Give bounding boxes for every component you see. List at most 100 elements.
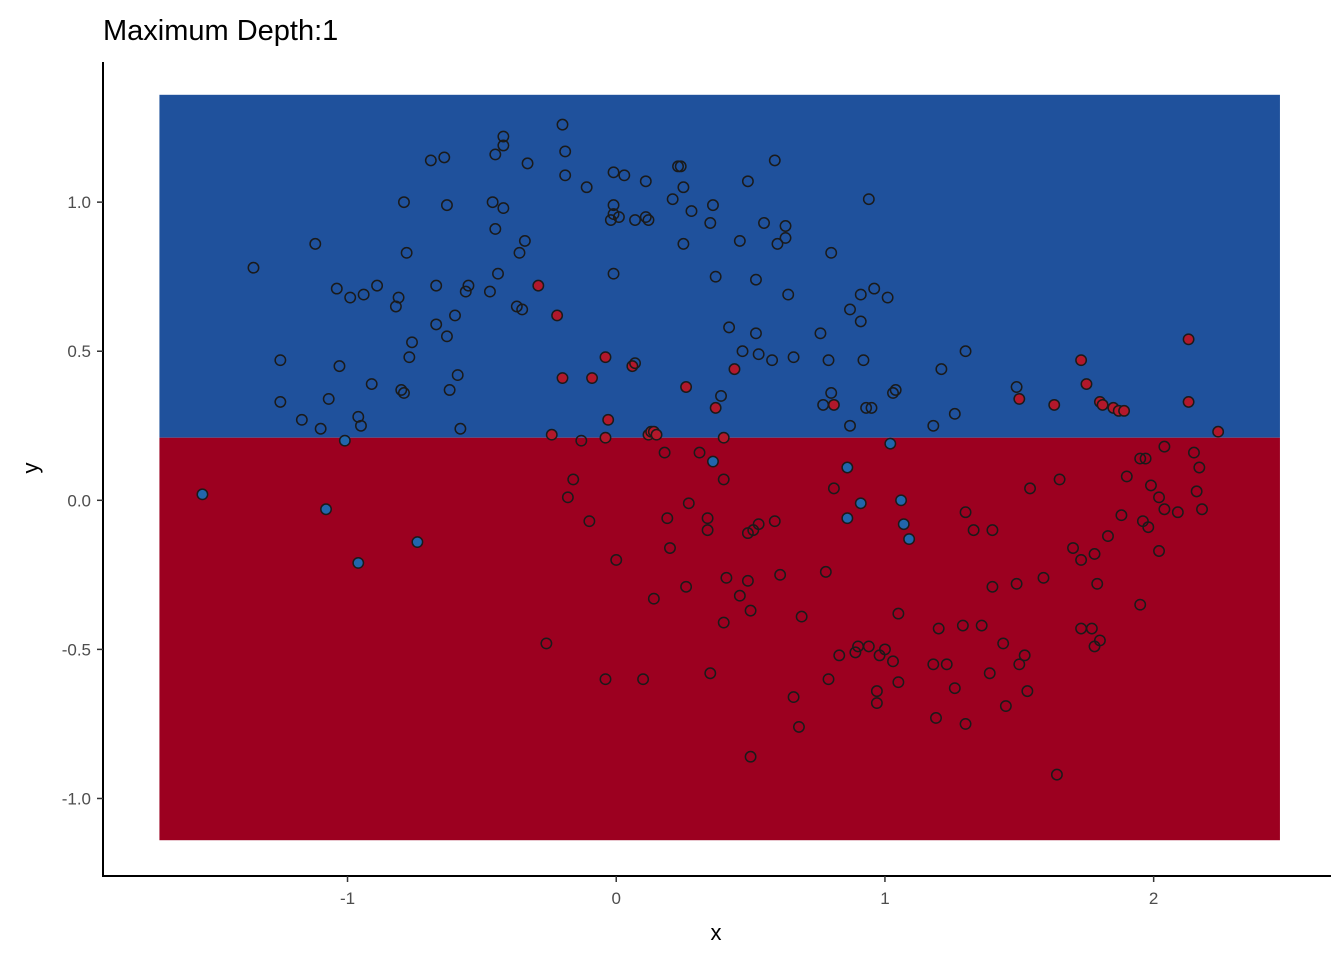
data-point	[956, 619, 969, 632]
axes	[102, 62, 1331, 877]
data-point	[1091, 577, 1104, 590]
data-point	[1153, 491, 1165, 504]
data-point	[398, 387, 410, 399]
data-point	[1021, 685, 1034, 698]
data-point	[647, 592, 660, 605]
data-point	[1018, 649, 1031, 662]
data-point	[551, 309, 564, 322]
data-point	[674, 160, 687, 173]
y-tick-label: 1.0	[67, 193, 91, 212]
data-point	[1182, 395, 1195, 408]
data-point	[400, 246, 413, 259]
data-point	[295, 413, 308, 426]
data-point	[857, 354, 870, 367]
data-point	[744, 604, 757, 617]
data-point	[521, 157, 534, 170]
data-point	[599, 351, 612, 364]
data-point	[333, 360, 346, 373]
data-point	[567, 473, 580, 486]
data-point	[768, 515, 781, 528]
data-point	[892, 676, 905, 689]
y-tick-label: -0.5	[62, 640, 91, 659]
data-point	[892, 607, 905, 620]
data-point	[392, 291, 405, 304]
data-point	[440, 330, 453, 343]
data-point	[650, 428, 663, 441]
data-point	[661, 512, 674, 525]
data-point	[604, 214, 617, 226]
data-point	[575, 434, 588, 447]
data-point	[701, 512, 714, 525]
data-point	[338, 434, 351, 447]
data-point	[371, 279, 384, 292]
data-point	[666, 193, 679, 206]
data-point	[247, 261, 260, 274]
data-point	[707, 199, 719, 212]
data-point	[758, 217, 770, 229]
data-point	[497, 139, 510, 152]
data-point	[701, 524, 714, 537]
data-point	[930, 712, 942, 724]
data-point	[862, 640, 875, 653]
data-point	[897, 518, 910, 531]
data-point	[1120, 470, 1133, 483]
data-point	[330, 282, 343, 295]
y-tick-label: 0.5	[67, 342, 91, 361]
data-point	[559, 169, 572, 182]
data-point	[849, 646, 862, 659]
data-point	[862, 193, 875, 206]
data-point	[733, 589, 746, 602]
data-point	[1010, 381, 1023, 393]
data-point	[424, 154, 437, 167]
data-point	[607, 199, 620, 212]
data-point	[556, 118, 569, 131]
data-point	[903, 533, 916, 546]
data-point	[599, 431, 612, 444]
data-point	[932, 622, 945, 635]
data-point	[451, 369, 464, 382]
data-point	[1139, 452, 1152, 465]
data-point	[1196, 503, 1208, 516]
data-point	[999, 700, 1012, 712]
data-point	[787, 691, 800, 704]
data-point	[685, 205, 698, 218]
data-point	[545, 428, 558, 441]
region-class-1	[159, 437, 1280, 841]
data-point	[983, 667, 996, 680]
data-point	[513, 246, 526, 259]
data-point	[677, 237, 690, 250]
data-point	[403, 351, 416, 364]
data-point	[1013, 392, 1026, 405]
data-point	[629, 357, 641, 370]
data-point	[895, 494, 908, 507]
data-point	[707, 455, 719, 468]
data-point	[717, 616, 730, 629]
data-point	[1048, 398, 1061, 411]
data-point	[709, 401, 722, 414]
data-point	[782, 288, 795, 301]
data-point	[1188, 446, 1200, 459]
data-point	[884, 437, 897, 450]
data-point	[680, 580, 693, 593]
data-point	[344, 291, 357, 304]
x-axis-ticks: -1 0 1 2	[340, 876, 1158, 908]
data-point	[766, 354, 779, 367]
data-point	[720, 571, 733, 584]
data-point	[580, 181, 593, 194]
data-point	[1075, 354, 1088, 367]
data-point	[717, 473, 730, 486]
data-point	[1158, 503, 1171, 516]
data-point	[454, 422, 467, 435]
data-point	[774, 568, 787, 581]
data-point	[607, 166, 620, 179]
data-point	[889, 384, 902, 396]
data-point	[787, 351, 800, 364]
data-point	[750, 327, 762, 340]
data-point	[860, 401, 873, 414]
data-point	[607, 267, 620, 280]
chart-title: Maximum Depth:1	[103, 15, 338, 47]
data-point	[1075, 553, 1088, 566]
data-point	[1037, 571, 1050, 584]
data-point	[274, 354, 287, 367]
data-point	[779, 220, 792, 232]
